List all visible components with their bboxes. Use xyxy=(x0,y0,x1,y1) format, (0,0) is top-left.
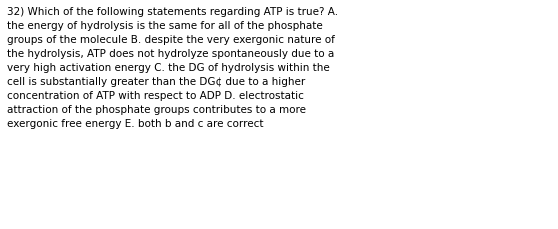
Text: 32) Which of the following statements regarding ATP is true? A.
the energy of hy: 32) Which of the following statements re… xyxy=(7,7,338,128)
